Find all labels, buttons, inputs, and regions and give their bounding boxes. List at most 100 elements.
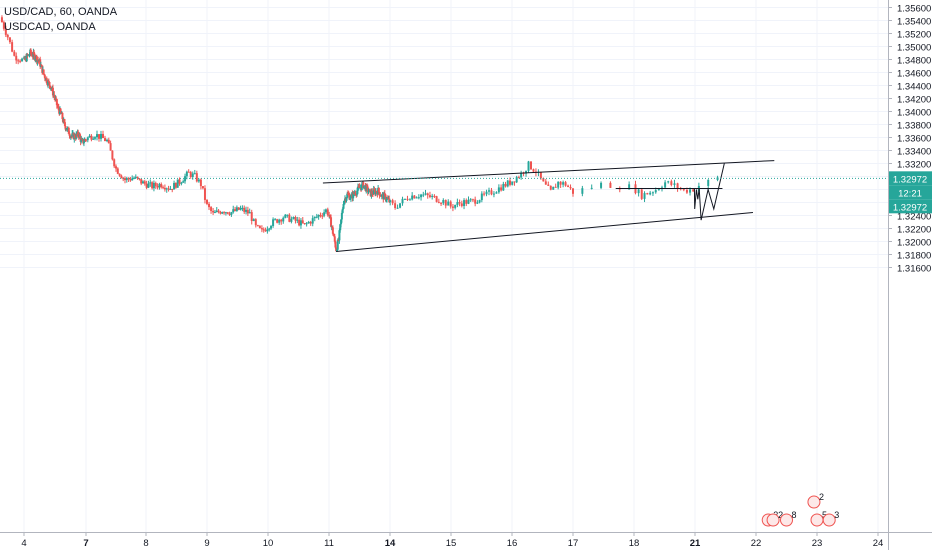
candle-body bbox=[129, 179, 132, 181]
x-tick-label[interactable]: 11 bbox=[324, 538, 334, 549]
candle-body bbox=[426, 193, 429, 196]
y-tick-label[interactable]: 1.34200 bbox=[897, 95, 931, 106]
event-count[interactable]: 2 bbox=[819, 492, 824, 502]
candle-body bbox=[140, 179, 143, 184]
price-axis[interactable]: 1.35600 1.35400 1.35200 1.35000 1.34800 1.346… bbox=[888, 0, 931, 550]
y-tick-label[interactable]: 1.33400 bbox=[897, 147, 931, 158]
candle-body bbox=[221, 212, 224, 214]
y-tick-label[interactable]: 1.32000 bbox=[897, 238, 931, 249]
candle-body bbox=[245, 209, 248, 212]
candle-body bbox=[158, 184, 161, 188]
y-tick-label[interactable]: 1.33600 bbox=[897, 134, 931, 145]
y-tick-label[interactable]: 1.32200 bbox=[897, 225, 931, 236]
candle-body bbox=[356, 190, 359, 195]
event-count[interactable]: 2 bbox=[778, 510, 783, 520]
candle-body bbox=[11, 42, 14, 52]
event-flag-icon[interactable] bbox=[822, 513, 836, 527]
head-shoulders-pattern[interactable] bbox=[693, 163, 725, 221]
x-tick-label[interactable]: 15 bbox=[446, 538, 457, 549]
candle-body bbox=[59, 108, 62, 112]
candle-body bbox=[29, 49, 32, 54]
candle-body bbox=[32, 52, 35, 57]
y-tick-label[interactable]: 1.33800 bbox=[897, 121, 931, 132]
x-tick-label[interactable]: 4 bbox=[21, 538, 26, 549]
countdown-label[interactable]: 12:21 bbox=[898, 188, 922, 199]
candle-body bbox=[286, 214, 289, 216]
candle-body bbox=[34, 58, 37, 60]
x-tick-label[interactable]: 9 bbox=[204, 538, 209, 549]
candle-body bbox=[107, 139, 110, 144]
candle-body bbox=[511, 181, 514, 185]
x-tick-label[interactable]: 8 bbox=[143, 538, 148, 549]
event-count[interactable]: 3 bbox=[834, 510, 839, 520]
candle-body bbox=[284, 214, 287, 218]
last-price-label[interactable]: 1.32972 bbox=[893, 174, 927, 185]
event-flag-icon[interactable] bbox=[780, 513, 793, 527]
candle-body bbox=[292, 217, 295, 219]
legend-main-symbol[interactable]: USD/CAD, 60, OANDA bbox=[4, 6, 118, 18]
candle-body bbox=[399, 203, 402, 208]
candle-body bbox=[497, 187, 500, 193]
candle-body bbox=[68, 133, 71, 136]
x-tick-label[interactable]: 18 bbox=[629, 538, 640, 549]
x-tick-label[interactable]: 24 bbox=[873, 538, 884, 549]
candle-body bbox=[309, 221, 312, 224]
candle-body bbox=[270, 226, 273, 229]
y-tick-label[interactable]: 1.35400 bbox=[897, 17, 931, 28]
y-tick-label[interactable]: 1.34600 bbox=[897, 69, 931, 80]
candle-body bbox=[345, 197, 348, 201]
legend-compare-symbol[interactable]: USDCAD, OANDA bbox=[4, 21, 96, 33]
event-count[interactable]: 5 bbox=[822, 510, 827, 520]
candle-body bbox=[451, 206, 454, 208]
candle-body bbox=[15, 55, 18, 61]
x-tick-label[interactable]: 7 bbox=[83, 538, 88, 549]
x-tick-label[interactable]: 10 bbox=[263, 538, 274, 549]
candle-body bbox=[77, 131, 80, 136]
candle-body bbox=[331, 226, 334, 228]
candle-body bbox=[182, 181, 185, 183]
candle-body bbox=[707, 179, 710, 186]
candle-body bbox=[348, 194, 351, 200]
candle-body bbox=[54, 96, 56, 100]
candle-body bbox=[346, 193, 349, 198]
y-tick-label[interactable]: 1.35000 bbox=[897, 43, 931, 54]
y-tick-label[interactable]: 1.34400 bbox=[897, 82, 931, 93]
y-tick-label[interactable]: 1.32400 bbox=[897, 212, 931, 223]
candle-body bbox=[435, 196, 438, 202]
y-tick-label[interactable]: 1.35200 bbox=[897, 30, 931, 41]
y-tick-label[interactable]: 1.31800 bbox=[897, 251, 931, 262]
candle-body bbox=[160, 184, 163, 188]
candle-body bbox=[552, 186, 555, 190]
y-tick-label[interactable]: 1.34000 bbox=[897, 108, 931, 119]
event-flag-icon[interactable] bbox=[807, 495, 821, 509]
x-tick-label[interactable]: 17 bbox=[568, 538, 579, 549]
x-tick-label[interactable]: 22 bbox=[751, 538, 762, 549]
candle-body bbox=[116, 168, 119, 174]
time-axis[interactable]: 4 7 8 9 10 11 14 15 16 17 18 21 22 23 24 bbox=[0, 532, 932, 549]
candle-body bbox=[49, 85, 52, 89]
candle-body bbox=[151, 182, 154, 189]
y-tick-label[interactable]: 1.35600 bbox=[897, 4, 931, 15]
trendline-channel-upper[interactable] bbox=[322, 160, 775, 184]
compare-price-label[interactable]: 1.32972 bbox=[893, 202, 927, 213]
trendline-channel-lower[interactable] bbox=[336, 211, 753, 252]
candle-body bbox=[527, 161, 530, 171]
y-tick-label[interactable]: 1.33200 bbox=[897, 160, 931, 171]
event-flag-icon[interactable] bbox=[766, 513, 780, 527]
x-tick-label[interactable]: 14 bbox=[385, 538, 396, 549]
y-tick-label[interactable]: 1.34800 bbox=[897, 56, 931, 67]
y-tick-label[interactable]: 1.31600 bbox=[897, 264, 931, 275]
candle-body bbox=[189, 172, 192, 177]
candle-body bbox=[330, 217, 333, 227]
x-tick-label[interactable]: 21 bbox=[690, 538, 701, 549]
candle-body bbox=[180, 182, 183, 184]
event-count[interactable]: 8 bbox=[792, 510, 797, 520]
candle-body bbox=[201, 186, 204, 189]
x-tick-label[interactable]: 16 bbox=[507, 538, 518, 549]
candle-body bbox=[57, 107, 60, 111]
candle-body bbox=[667, 181, 670, 183]
x-tick-label[interactable]: 23 bbox=[812, 538, 823, 549]
candle-body bbox=[495, 192, 498, 194]
